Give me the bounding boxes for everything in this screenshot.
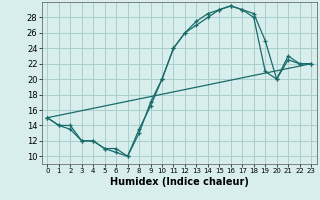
X-axis label: Humidex (Indice chaleur): Humidex (Indice chaleur) xyxy=(110,177,249,187)
